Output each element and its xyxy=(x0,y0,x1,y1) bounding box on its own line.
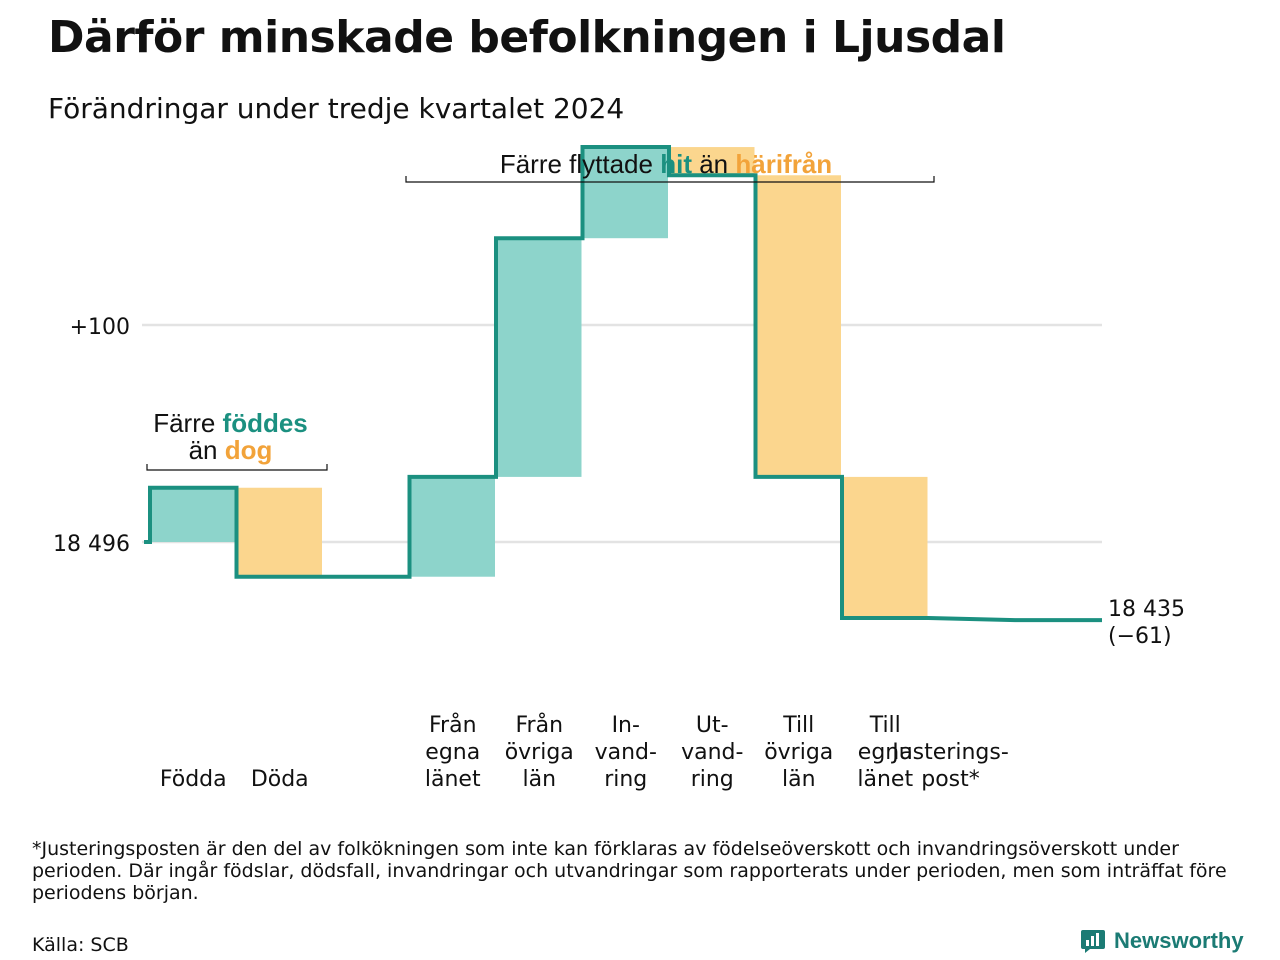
bar-6 xyxy=(670,147,755,176)
category-label-6: Ut-vand-ring xyxy=(681,713,743,792)
birth-annotation-line2: än dog xyxy=(189,435,273,465)
chart-subtitle: Förändringar under tredje kvartalet 2024 xyxy=(48,92,625,125)
bar-chart-icon xyxy=(1081,930,1105,953)
category-label-7: Till övriga län xyxy=(764,713,833,792)
migration-annotation: Färre flyttade hit än härifrån xyxy=(500,149,832,179)
category-label-1: Födda xyxy=(160,767,227,792)
category-label-8: Till egna länet xyxy=(857,713,913,792)
birth-annotation-line1: Färre föddes xyxy=(153,408,308,438)
category-label-9: Justerings-post* xyxy=(890,740,1009,792)
brand-name: Newsworthy xyxy=(1114,928,1244,953)
bar-7 xyxy=(756,175,841,477)
birth-bracket xyxy=(146,464,328,471)
category-label-2: Döda xyxy=(251,767,309,792)
bar-5 xyxy=(583,147,668,239)
bar-1 xyxy=(151,487,236,542)
waterfall-chart: 18 496 +100 Födda Döda Från egna länet Från övri… xyxy=(53,145,1185,792)
bar-3 xyxy=(410,476,495,577)
y-tick-label: +100 xyxy=(70,315,130,340)
cumulative-step-line xyxy=(144,145,1102,623)
category-label-5: In-vand-ring xyxy=(595,713,657,792)
migration-bracket xyxy=(405,176,935,183)
bar-8 xyxy=(843,476,928,618)
bar-4 xyxy=(497,238,582,477)
footnote: *Justeringsposten är den del av folkökni… xyxy=(32,838,1227,904)
y-label-start: 18 496 xyxy=(53,532,130,557)
brand-logo: Newsworthy xyxy=(1080,928,1244,954)
bar-2 xyxy=(237,487,322,577)
end-value-label: 18 435 xyxy=(1108,597,1185,622)
chart-title: Därför minskade befolkningen i Ljusdal xyxy=(48,12,1006,63)
source-label: Källa: SCB xyxy=(32,934,129,956)
net-change-label: (−61) xyxy=(1108,624,1172,649)
category-label-3: Från egna länet xyxy=(425,712,481,792)
category-label-4: Från övriga län xyxy=(505,712,574,792)
